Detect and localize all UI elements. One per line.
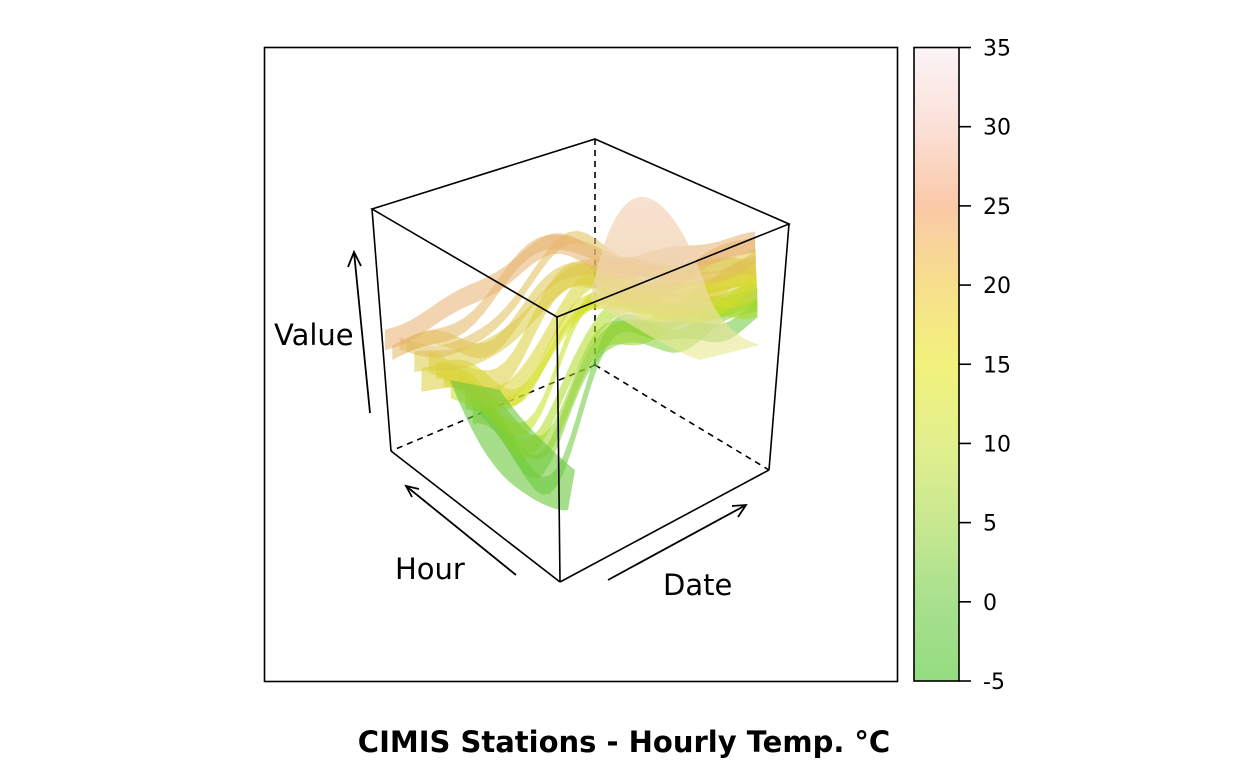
date-axis-label: Date (663, 568, 732, 602)
colorbar-tick-label: 30 (983, 116, 1011, 141)
panel-frame (263, 46, 899, 683)
colorbar-tick-label: 20 (983, 274, 1011, 299)
colorbar-tick-label: 15 (983, 353, 1011, 378)
surface-trough (450, 380, 575, 511)
colorbar-tick-label: 10 (983, 432, 1011, 457)
surface-plot (385, 196, 760, 511)
value-axis-arrow (347, 249, 371, 414)
hour-axis-arrow (404, 484, 517, 576)
colorbar-tick-label: 0 (983, 591, 997, 616)
chart-title: CIMIS Stations - Hourly Temp. °C (358, 725, 890, 759)
value-axis-label: Value (274, 318, 354, 352)
box-front-edges (370, 138, 792, 583)
colorbar-tick-label: -5 (983, 670, 1005, 695)
colorbar-tick-label: 35 (983, 37, 1011, 62)
date-axis-arrow (607, 503, 748, 581)
surface-ribbon (399, 230, 756, 358)
surface-ribbon (406, 256, 756, 359)
hour-axis-label: Hour (395, 552, 465, 586)
colorbar-tick-label: 5 (983, 512, 997, 537)
colorbar-ticks: -5 0 5 10 15 20 25 30 35 (959, 37, 1011, 695)
colorbar-tick-label: 25 (983, 195, 1011, 220)
surface-peak (590, 196, 760, 360)
axis-arrows (347, 249, 748, 581)
colorbar (913, 46, 960, 682)
